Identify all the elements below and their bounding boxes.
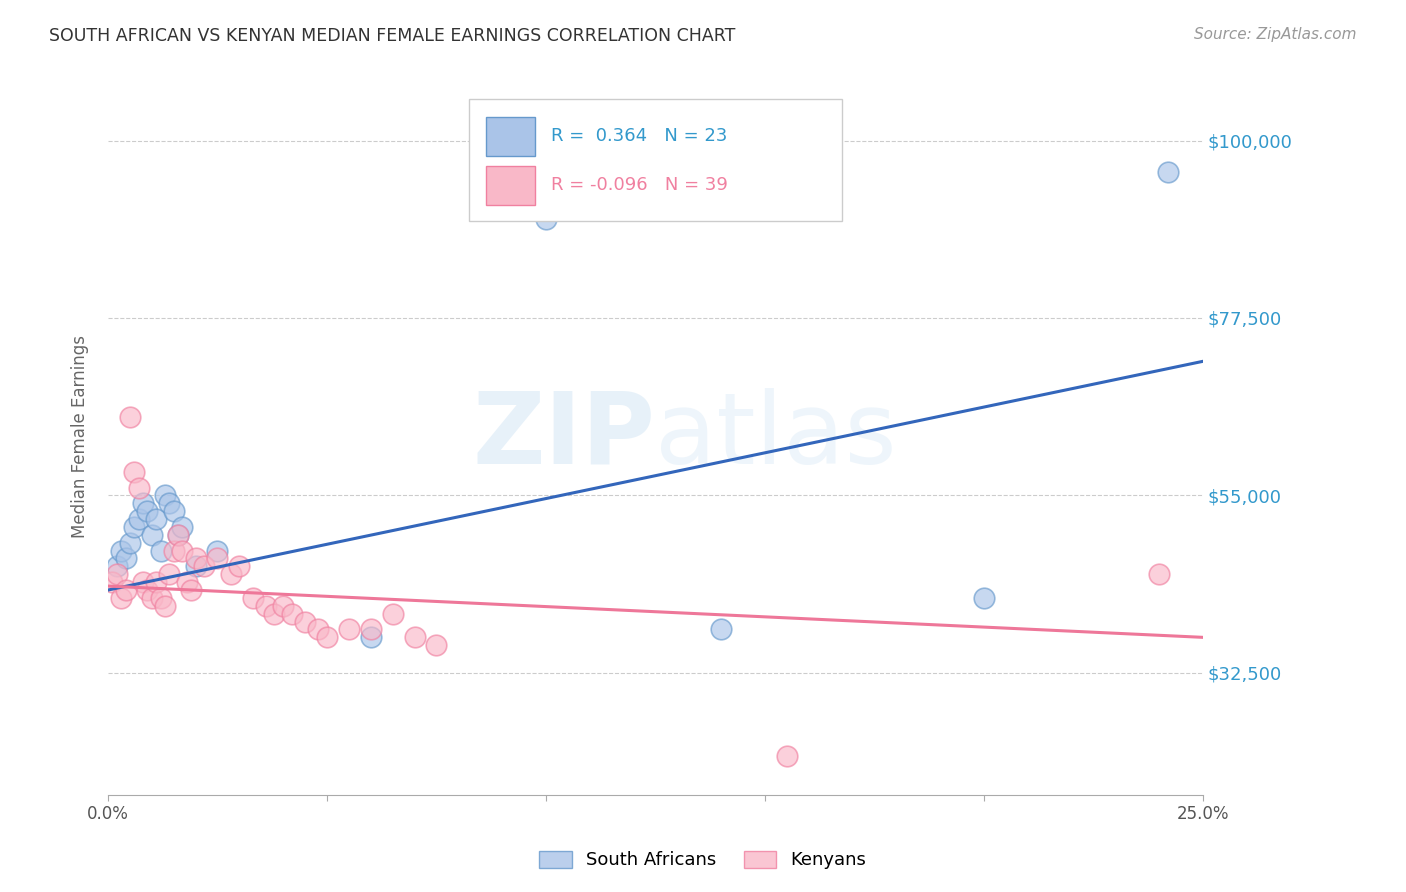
Point (136, 582, 159, 597)
Point (381, 607, 404, 621)
Point (1157, 165, 1180, 179)
Point (534, 212, 557, 227)
Text: Source: ZipAtlas.com: Source: ZipAtlas.com (1194, 27, 1357, 42)
Point (263, 607, 285, 621)
Point (307, 623, 329, 637)
Point (193, 559, 215, 574)
Point (114, 551, 136, 566)
FancyBboxPatch shape (485, 117, 536, 156)
Point (157, 567, 180, 582)
Point (228, 559, 250, 574)
Y-axis label: Median Female Earnings: Median Female Earnings (72, 334, 89, 538)
Point (710, 623, 733, 637)
Point (132, 575, 155, 590)
Point (172, 543, 194, 558)
Text: R =  0.364   N = 23: R = 0.364 N = 23 (551, 128, 728, 145)
Point (128, 512, 150, 526)
Point (973, 591, 995, 605)
Point (105, 567, 128, 582)
Point (163, 543, 186, 558)
Point (105, 559, 128, 574)
Point (122, 465, 145, 479)
Point (271, 599, 294, 613)
Point (114, 582, 136, 597)
Point (207, 551, 229, 566)
Point (316, 631, 339, 645)
Point (163, 504, 186, 518)
Legend: South Africans, Kenyans: South Africans, Kenyans (530, 842, 876, 879)
Point (153, 488, 176, 502)
Point (141, 591, 163, 605)
Point (776, 748, 799, 763)
Point (145, 512, 167, 526)
Point (360, 623, 382, 637)
Point (128, 481, 150, 495)
Text: ZIP: ZIP (472, 388, 655, 484)
Point (145, 575, 167, 590)
Point (360, 631, 382, 645)
Point (149, 543, 172, 558)
Point (1147, 567, 1170, 582)
Point (404, 631, 426, 645)
Point (136, 504, 159, 518)
Point (118, 409, 141, 424)
Point (294, 615, 316, 629)
Point (254, 599, 277, 613)
Point (157, 496, 180, 510)
Point (184, 559, 207, 574)
Text: R = -0.096   N = 39: R = -0.096 N = 39 (551, 176, 728, 194)
Point (101, 575, 124, 590)
Point (153, 599, 176, 613)
Point (176, 575, 198, 590)
Point (110, 543, 132, 558)
Point (167, 528, 190, 542)
Point (425, 638, 447, 652)
Point (149, 591, 172, 605)
Point (118, 535, 141, 549)
Point (184, 551, 207, 566)
Point (242, 591, 264, 605)
Point (219, 567, 242, 582)
Point (141, 528, 163, 542)
Point (167, 528, 190, 542)
Point (281, 607, 304, 621)
Point (207, 543, 229, 558)
FancyBboxPatch shape (470, 99, 842, 221)
FancyBboxPatch shape (485, 166, 536, 205)
Point (132, 496, 155, 510)
Point (172, 520, 194, 534)
Text: atlas: atlas (655, 388, 897, 484)
Point (110, 591, 132, 605)
Point (337, 623, 360, 637)
Point (180, 582, 202, 597)
Text: SOUTH AFRICAN VS KENYAN MEDIAN FEMALE EARNINGS CORRELATION CHART: SOUTH AFRICAN VS KENYAN MEDIAN FEMALE EA… (49, 27, 735, 45)
Point (122, 520, 145, 534)
